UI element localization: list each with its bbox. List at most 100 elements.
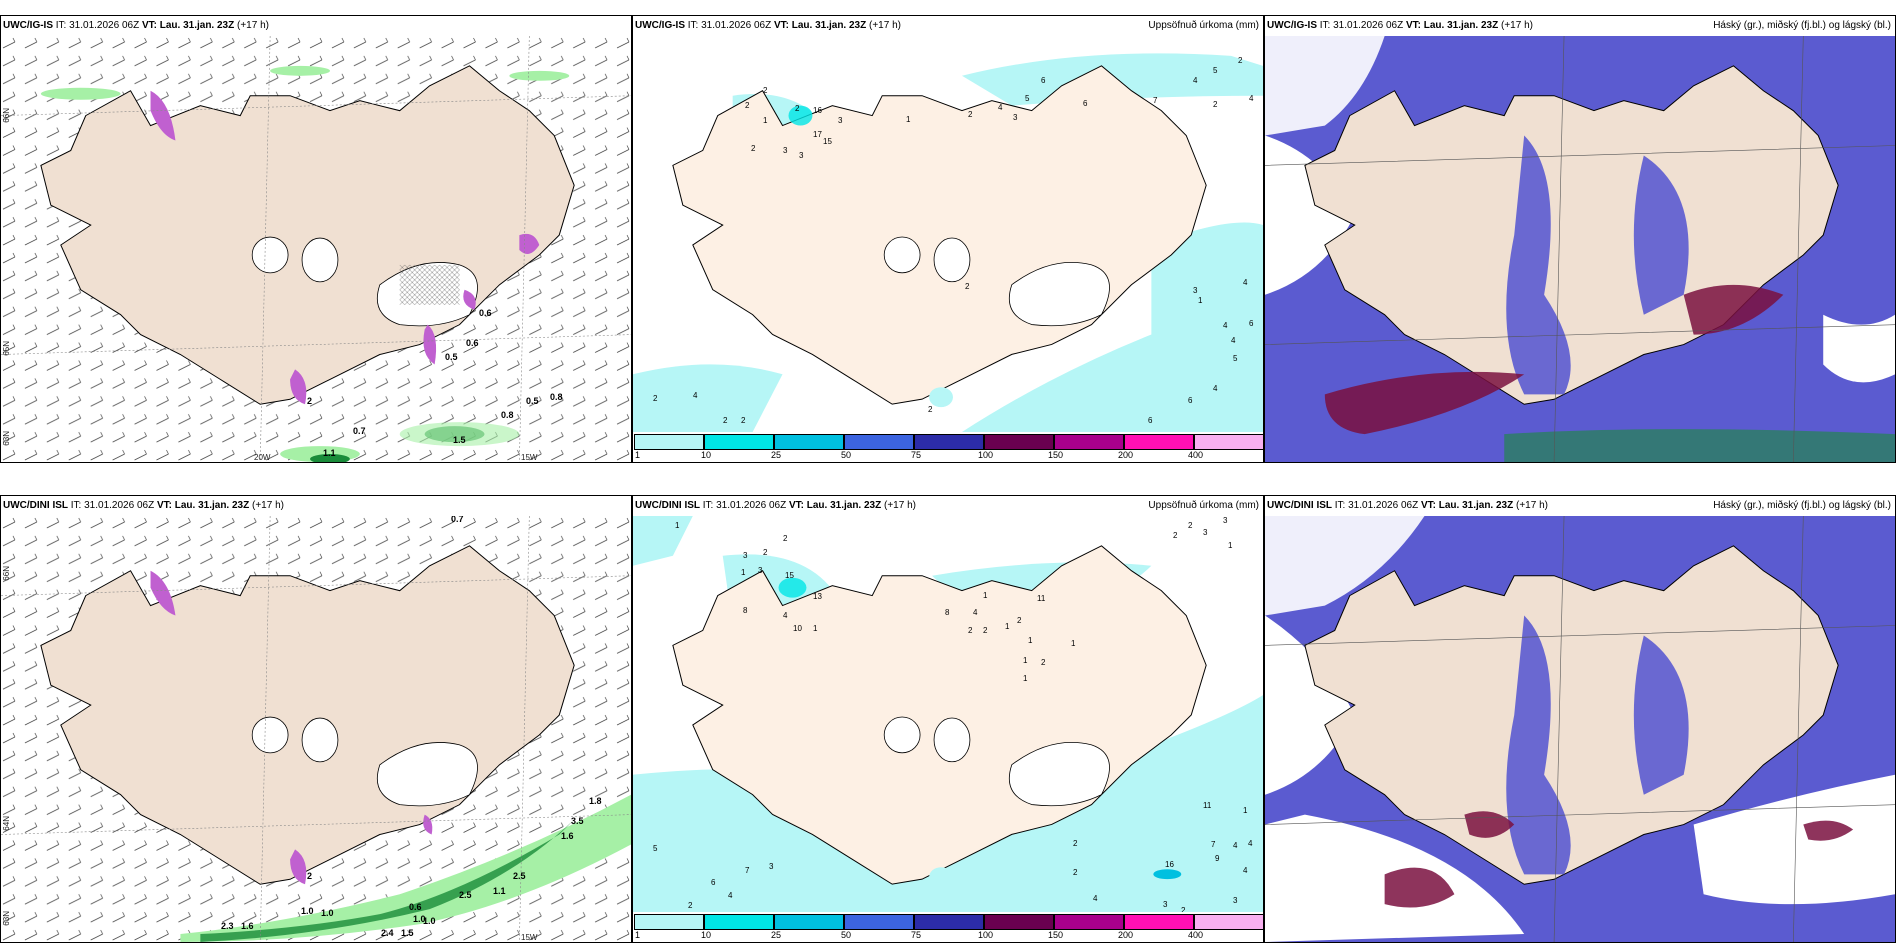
precip-value: 2 [1041, 658, 1046, 667]
precip-label: 1.1 [323, 448, 336, 458]
precip-value: 3 [799, 151, 804, 160]
colorbar-swatch [1124, 914, 1194, 930]
precip-value: 4 [728, 891, 733, 900]
precip-label: 2.3 [221, 921, 234, 931]
precip-value: 3 [1163, 900, 1168, 909]
precip-label: 1.5 [401, 928, 414, 938]
valid-label: VT: [773, 20, 789, 31]
precip-value: 4 [973, 608, 978, 617]
colorbar-swatch [1054, 914, 1124, 930]
model-name: UWC/IG-IS [635, 20, 685, 31]
colorbar-swatch [634, 914, 704, 930]
valid-label: VT: [1405, 20, 1421, 31]
valid-time: Lau. 31.jan. 23Z [806, 500, 882, 511]
precip-value: 2 [1213, 100, 1218, 109]
panel-accum-precip-dini: UWC/DINI ISL IT: 31.01.2026 06Z VT: Lau.… [632, 495, 1264, 943]
precip-value: 5 [1233, 354, 1238, 363]
precip-value: 7 [745, 866, 750, 875]
colorbar-swatch [1054, 434, 1124, 450]
valid-label: VT: [156, 500, 172, 511]
colorbar-label: 100 [978, 450, 994, 460]
precip-label: 0.8 [550, 392, 563, 402]
precip-label: 1.8 [589, 796, 602, 806]
field-title: Uppsöfnuð úrkoma (mm) [1148, 20, 1259, 31]
precip-label: 1.6 [561, 831, 574, 841]
colorbar-label: 150 [1048, 450, 1064, 460]
precip-label: 0.7 [353, 426, 366, 436]
precip-value: 6 [1188, 396, 1193, 405]
precip-map [633, 36, 1263, 432]
lead-time: (+17 h) [869, 20, 901, 31]
colorbar-swatch [984, 914, 1054, 930]
colorbar-label: 50 [841, 450, 852, 460]
precip-value: 3 [743, 551, 748, 560]
init-time: IT: 31.01.2026 06Z [687, 20, 772, 31]
precip-value: 16 [813, 106, 822, 115]
field-title: Háský (gr.), miðský (fj.bl.) og lágský (… [1713, 20, 1891, 31]
model-name: UWC/DINI ISL [1267, 500, 1332, 511]
lead-time: (+17 h) [884, 500, 916, 511]
precip-value: 3 [769, 862, 774, 871]
precip-label: 1.1 [493, 886, 506, 896]
wind-barb-map [1, 516, 631, 942]
precip-value: 6 [711, 878, 716, 887]
precip-value: 2 [1173, 531, 1178, 540]
cloud-map [1265, 516, 1895, 942]
precip-value: 11 [1203, 801, 1212, 810]
iceland-land [1304, 545, 1839, 885]
precip-value: 2 [1181, 906, 1186, 915]
precip-value: 8 [743, 606, 748, 615]
precip-value: 2 [1238, 56, 1243, 65]
precip-value: 4 [1248, 839, 1253, 848]
lead-time: (+17 h) [1516, 500, 1548, 511]
precip-value: 2 [1073, 839, 1078, 848]
precip-label: 3.5 [571, 816, 584, 826]
valid-time: Lau. 31.jan. 23Z [159, 20, 235, 31]
colorbar-swatch [704, 914, 774, 930]
precip-label: 2.4 [381, 928, 394, 938]
colorbar-label: 10 [701, 450, 712, 460]
precip-value: 2 [968, 626, 973, 635]
precip-label: 1.6 [241, 921, 254, 931]
lat-label: 63N [2, 431, 11, 446]
colorbar-label: 400 [1188, 450, 1204, 460]
precip-value: 1 [1243, 806, 1248, 815]
lat-label: 63N [2, 911, 11, 926]
init-time: IT: 31.01.2026 06Z [1319, 20, 1404, 31]
precip-label: 1.0 [413, 914, 426, 924]
precip-value: 2 [968, 110, 973, 119]
precip-value: 2 [1017, 616, 1022, 625]
panel-clouds-igis: UWC/IG-IS IT: 31.01.2026 06Z VT: Lau. 31… [1264, 15, 1896, 463]
precip-value: 4 [1231, 336, 1236, 345]
panel-clouds-dini: UWC/DINI ISL IT: 31.01.2026 06Z VT: Lau.… [1264, 495, 1896, 943]
precip-value: 4 [1243, 866, 1248, 875]
precip-label: 2 [307, 396, 313, 406]
precip-value: 2 [795, 104, 800, 113]
precip-value: 7 [1211, 840, 1216, 849]
precip-value: 3 [1013, 113, 1018, 122]
colorbar-label: 200 [1118, 450, 1134, 460]
colorbar-swatch [844, 434, 914, 450]
precip-value: 6 [1041, 76, 1046, 85]
precip-value: 1 [1071, 639, 1076, 648]
colorbar-label: 75 [911, 930, 922, 940]
valid-label: VT: [1420, 500, 1436, 511]
precip-value: 15 [823, 137, 832, 146]
precip-value: 2 [1188, 521, 1193, 530]
panel-header: UWC/IG-IS IT: 31.01.2026 06Z VT: Lau. 31… [633, 16, 1263, 36]
lat-label: 66N [2, 566, 11, 581]
model-name: UWC/IG-IS [1267, 20, 1317, 31]
map-area [1265, 36, 1895, 462]
precip-value: 3 [1193, 286, 1198, 295]
precip-label: 0.6 [479, 308, 492, 318]
precip-value: 10 [793, 624, 802, 633]
colorbar-swatch [984, 434, 1054, 450]
precip-value: 6 [1083, 99, 1088, 108]
precip-value: 4 [1233, 841, 1238, 850]
precip-value: 15 [785, 571, 794, 580]
colorbar-label: 150 [1048, 930, 1064, 940]
colorbar-label: 50 [841, 930, 852, 940]
map-area [633, 516, 1263, 912]
precip-value: 2 [783, 534, 788, 543]
wind-barb-map [1, 36, 631, 462]
